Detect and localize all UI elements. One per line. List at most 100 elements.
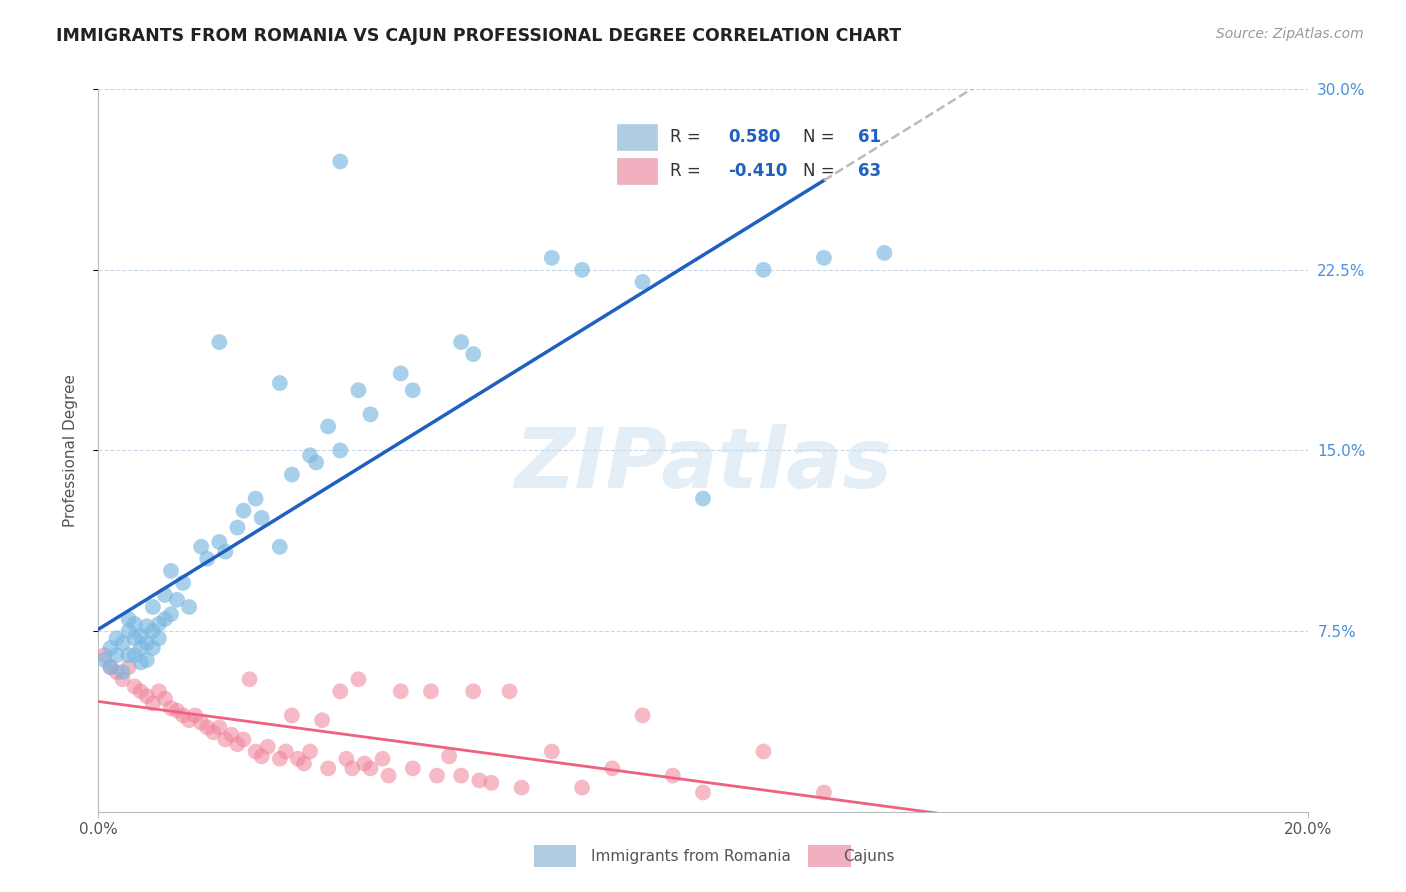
Point	[299, 448, 322, 462]
Point	[813, 251, 835, 265]
Point	[129, 656, 152, 670]
Point	[692, 785, 714, 799]
FancyBboxPatch shape	[617, 124, 657, 150]
Point	[292, 756, 315, 771]
Point	[124, 648, 146, 662]
Point	[208, 721, 231, 735]
Point	[269, 376, 291, 390]
Point	[316, 761, 339, 775]
Text: 0.580: 0.580	[728, 128, 780, 145]
Point	[873, 246, 896, 260]
Point	[250, 511, 273, 525]
Point	[142, 640, 165, 655]
Point	[100, 640, 122, 655]
Point	[281, 708, 304, 723]
Point	[481, 776, 503, 790]
Point	[118, 648, 141, 662]
Point	[245, 491, 267, 506]
Point	[195, 721, 218, 735]
Point	[142, 696, 165, 710]
Point	[360, 407, 382, 421]
Text: Source: ZipAtlas.com: Source: ZipAtlas.com	[1216, 27, 1364, 41]
Point	[245, 744, 267, 758]
Point	[179, 713, 201, 727]
Point	[160, 607, 183, 622]
Text: -0.410: -0.410	[728, 162, 787, 180]
Point	[160, 564, 183, 578]
Text: R =: R =	[669, 128, 700, 145]
Point	[250, 749, 273, 764]
Point	[371, 752, 394, 766]
Point	[661, 769, 683, 783]
Point	[148, 632, 170, 646]
Point	[239, 673, 262, 687]
Point	[335, 752, 357, 766]
Point	[111, 636, 134, 650]
Point	[166, 704, 188, 718]
FancyBboxPatch shape	[617, 158, 657, 185]
Point	[269, 752, 291, 766]
Point	[329, 154, 352, 169]
Point	[752, 744, 775, 758]
Point	[468, 773, 491, 788]
Point	[329, 684, 352, 698]
Text: IMMIGRANTS FROM ROMANIA VS CAJUN PROFESSIONAL DEGREE CORRELATION CHART: IMMIGRANTS FROM ROMANIA VS CAJUN PROFESS…	[56, 27, 901, 45]
Point	[602, 761, 624, 775]
Point	[232, 503, 254, 517]
Point	[281, 467, 304, 482]
Point	[202, 725, 225, 739]
Point	[510, 780, 533, 795]
Point	[347, 673, 370, 687]
Point	[100, 660, 122, 674]
Point	[124, 616, 146, 631]
Point	[160, 701, 183, 715]
Point	[105, 632, 128, 646]
Point	[540, 744, 562, 758]
Point	[631, 275, 654, 289]
Point	[111, 665, 134, 679]
Text: 61: 61	[858, 128, 882, 145]
Point	[274, 744, 297, 758]
Point	[813, 785, 835, 799]
Point	[402, 384, 425, 398]
Point	[232, 732, 254, 747]
Point	[142, 599, 165, 614]
Point	[226, 520, 249, 534]
Point	[153, 612, 176, 626]
Point	[329, 443, 352, 458]
Point	[153, 691, 176, 706]
Point	[129, 684, 152, 698]
Text: N =: N =	[803, 128, 834, 145]
Point	[93, 648, 115, 662]
Text: 63: 63	[858, 162, 882, 180]
Point	[377, 769, 399, 783]
Point	[305, 455, 328, 469]
Text: R =: R =	[669, 162, 700, 180]
Point	[148, 684, 170, 698]
Point	[118, 660, 141, 674]
Text: Cajuns: Cajuns	[844, 849, 896, 863]
Point	[540, 251, 562, 265]
Point	[105, 665, 128, 679]
Point	[571, 780, 593, 795]
Point	[172, 708, 194, 723]
Point	[129, 629, 152, 643]
Point	[752, 262, 775, 277]
Point	[214, 732, 236, 747]
Point	[353, 756, 375, 771]
Point	[463, 347, 485, 361]
Point	[571, 262, 593, 277]
Point	[129, 640, 152, 655]
Point	[135, 619, 157, 633]
Point	[190, 715, 212, 730]
Point	[208, 535, 231, 549]
Point	[463, 684, 485, 698]
Point	[148, 616, 170, 631]
Point	[256, 739, 278, 754]
Point	[426, 769, 449, 783]
Text: Immigrants from Romania: Immigrants from Romania	[591, 849, 790, 863]
Point	[179, 599, 201, 614]
Point	[172, 576, 194, 591]
Point	[208, 334, 231, 349]
Point	[316, 419, 339, 434]
